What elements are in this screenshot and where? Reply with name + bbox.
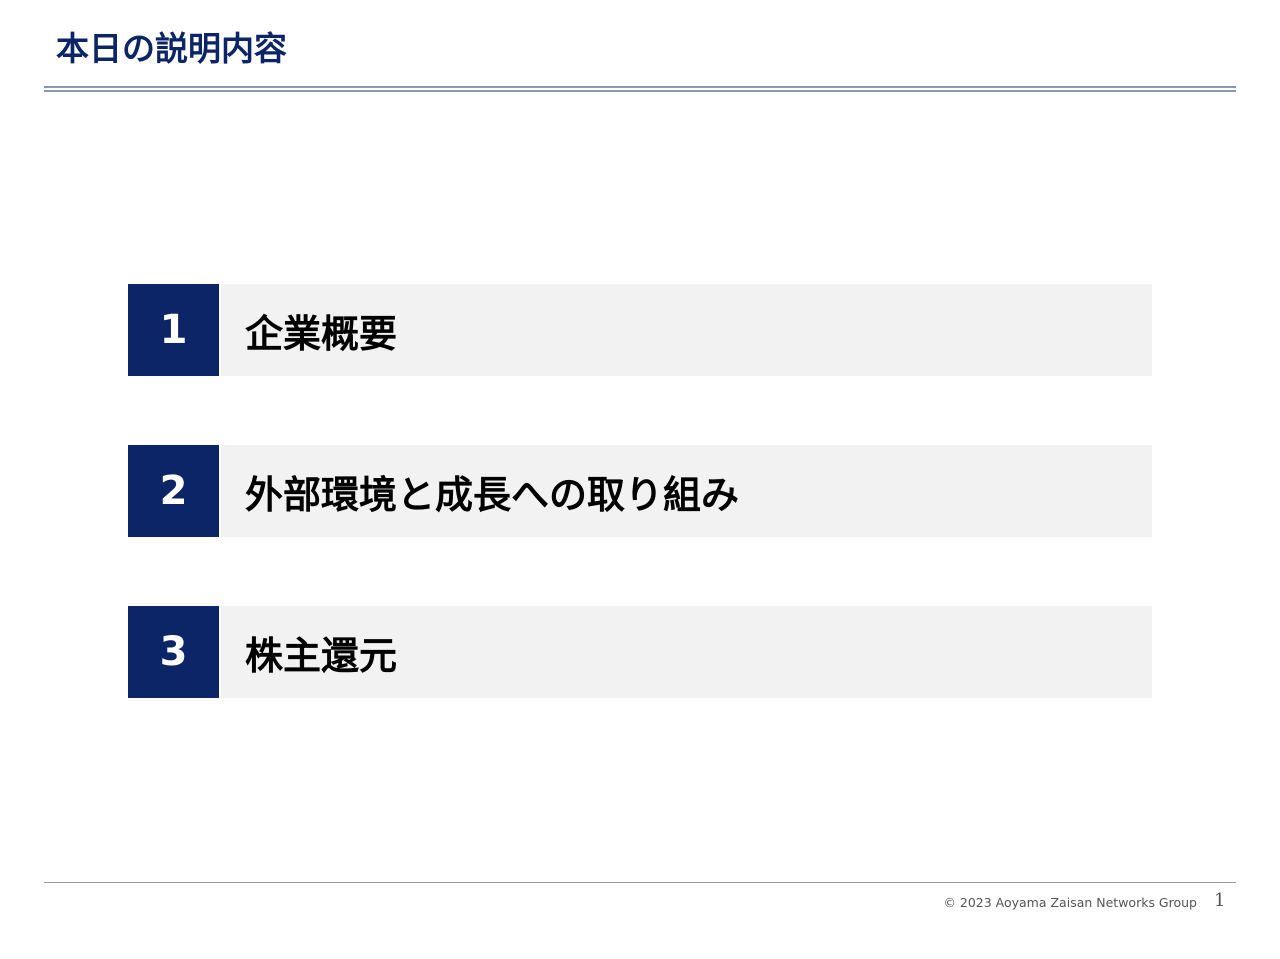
agenda-label: 外部環境と成長への取り組み	[221, 445, 1152, 537]
page-title: 本日の説明内容	[56, 29, 287, 68]
copyright: © 2023 Aoyama Zaisan Networks Group	[943, 895, 1197, 910]
agenda-item: 3 株主還元	[128, 606, 1152, 698]
agenda-label: 株主還元	[221, 606, 1152, 698]
title-divider-top	[44, 86, 1236, 88]
page-number: 1	[1214, 890, 1226, 911]
agenda-number: 3	[128, 606, 219, 698]
agenda-number: 1	[128, 284, 219, 376]
agenda-item: 2 外部環境と成長への取り組み	[128, 445, 1152, 537]
footer-divider	[44, 882, 1236, 883]
agenda-item: 1 企業概要	[128, 284, 1152, 376]
title-divider-bottom	[44, 90, 1236, 92]
agenda-number: 2	[128, 445, 219, 537]
agenda-label: 企業概要	[221, 284, 1152, 376]
